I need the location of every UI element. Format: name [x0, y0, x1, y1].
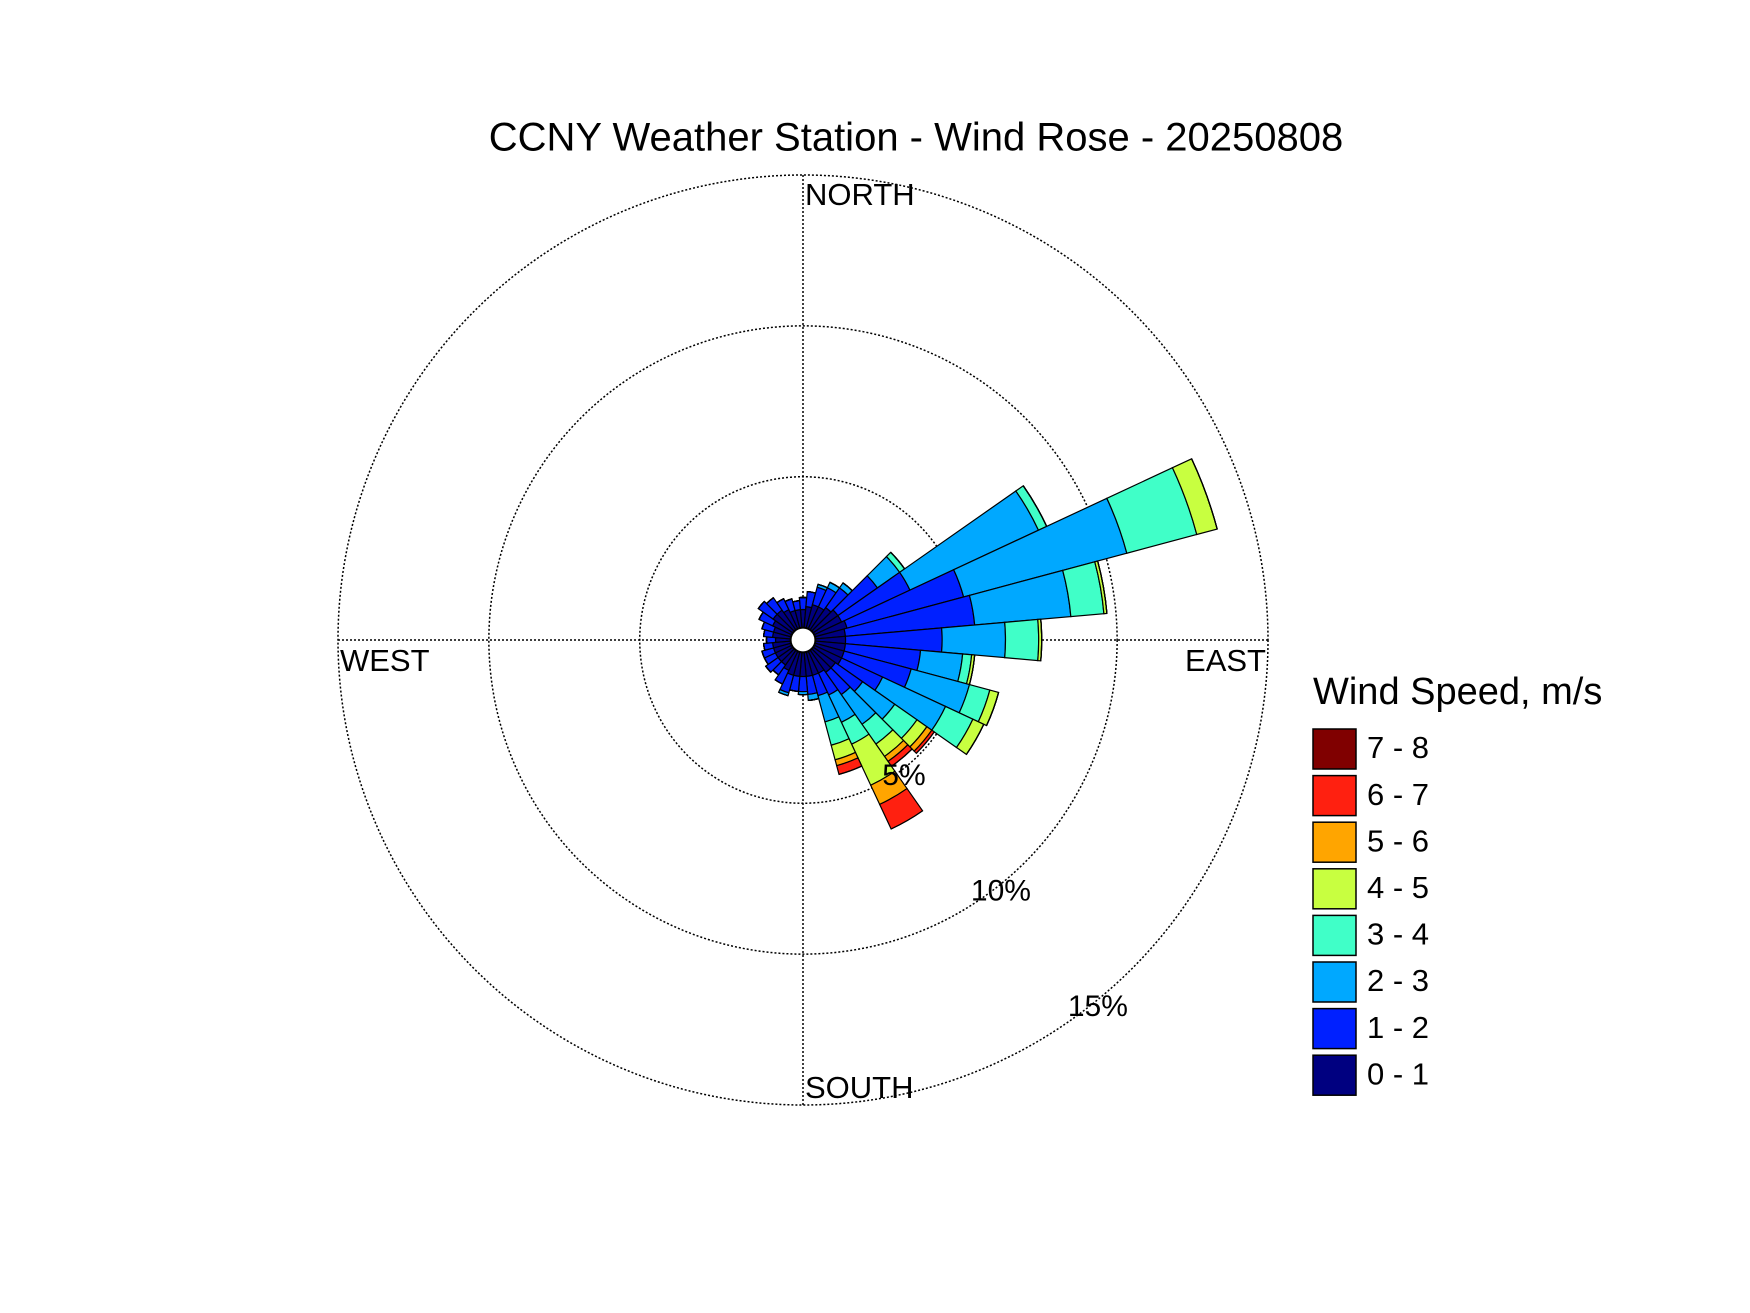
wedge [940, 621, 1007, 659]
legend-label: 6 - 7 [1367, 777, 1429, 812]
legend-label: 1 - 2 [1367, 1010, 1429, 1045]
wedge [778, 691, 789, 697]
legend-swatch [1312, 821, 1357, 863]
wedge [765, 665, 772, 673]
wedge [1097, 560, 1108, 614]
wedge [915, 731, 935, 754]
compass-label: WEST [340, 643, 430, 678]
chart-title: CCNY Weather Station - Wind Rose - 20250… [489, 116, 1344, 160]
wedge [774, 679, 783, 685]
wedge [757, 600, 765, 610]
legend-title: Wind Speed, m/s [1313, 671, 1602, 713]
legend-swatch [1312, 914, 1357, 957]
legend-swatch [1312, 1007, 1357, 1050]
r-tick-label: 10% [971, 875, 1031, 908]
center-hole [789, 626, 817, 654]
r-tick-label: 5% [882, 759, 925, 792]
wedge [1191, 458, 1218, 530]
legend-swatch [1312, 961, 1357, 1003]
wedge [784, 598, 793, 602]
legend-swatch [1312, 728, 1357, 770]
compass-label: EAST [1185, 643, 1266, 678]
wedge [792, 599, 800, 603]
legend-swatch [1312, 868, 1357, 910]
compass-label: NORTH [805, 177, 915, 212]
compass-label: SOUTH [805, 1070, 914, 1105]
wedge [838, 765, 863, 775]
r-tick-label: 15% [1068, 990, 1128, 1023]
wedge [762, 643, 766, 651]
legend-swatch [1312, 774, 1357, 817]
legend-label: 5 - 6 [1367, 823, 1429, 858]
legend-label: 4 - 5 [1367, 870, 1429, 905]
legend-swatch [1312, 1054, 1357, 1096]
legend-label: 3 - 4 [1367, 917, 1429, 952]
wedge [761, 650, 765, 659]
legend-label: 7 - 8 [1367, 730, 1429, 765]
legend-label: 2 - 3 [1367, 963, 1429, 998]
legend-label: 0 - 1 [1367, 1056, 1429, 1091]
grid-ring [488, 325, 1118, 955]
wedge [1004, 618, 1040, 662]
